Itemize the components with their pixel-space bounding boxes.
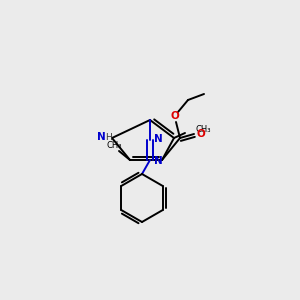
Text: CH₃: CH₃	[195, 125, 211, 134]
Text: CH₃: CH₃	[106, 142, 122, 151]
Text: N: N	[97, 132, 105, 142]
Text: H: H	[105, 133, 111, 142]
Text: N: N	[154, 134, 162, 144]
Text: N: N	[154, 156, 162, 166]
Text: O: O	[196, 129, 206, 139]
Text: O: O	[171, 111, 179, 121]
